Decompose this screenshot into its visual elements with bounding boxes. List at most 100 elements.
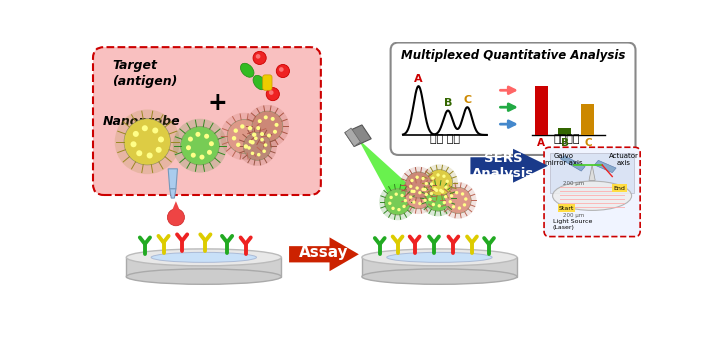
Circle shape	[400, 177, 437, 214]
Circle shape	[419, 180, 456, 216]
Circle shape	[234, 128, 238, 133]
Bar	[362, 258, 517, 277]
Circle shape	[244, 144, 248, 149]
Circle shape	[452, 205, 455, 208]
Ellipse shape	[362, 249, 517, 266]
Circle shape	[158, 136, 164, 142]
Text: 검출 신호: 검출 신호	[430, 134, 460, 144]
Circle shape	[248, 126, 252, 130]
Circle shape	[416, 186, 419, 190]
Circle shape	[173, 119, 227, 173]
Text: End: End	[614, 185, 625, 191]
Circle shape	[436, 173, 440, 177]
Circle shape	[264, 143, 267, 147]
Circle shape	[458, 206, 461, 210]
Text: Assay: Assay	[299, 245, 349, 260]
Circle shape	[440, 182, 476, 219]
Circle shape	[421, 188, 425, 191]
Circle shape	[431, 176, 435, 180]
Circle shape	[463, 203, 466, 207]
Circle shape	[424, 188, 426, 191]
Circle shape	[142, 125, 148, 131]
Circle shape	[430, 182, 434, 186]
Circle shape	[252, 133, 257, 137]
Circle shape	[443, 201, 446, 204]
Circle shape	[438, 204, 441, 207]
Circle shape	[446, 180, 449, 183]
Text: Galvo
mirror axis: Galvo mirror axis	[545, 153, 583, 166]
Circle shape	[266, 88, 279, 101]
Circle shape	[237, 127, 277, 166]
Circle shape	[153, 127, 158, 134]
Circle shape	[136, 150, 143, 156]
Polygon shape	[560, 156, 585, 171]
Circle shape	[418, 202, 421, 205]
Circle shape	[464, 197, 468, 201]
Polygon shape	[289, 237, 359, 271]
Circle shape	[269, 90, 274, 95]
FancyBboxPatch shape	[93, 47, 321, 195]
Circle shape	[410, 190, 414, 193]
Circle shape	[439, 189, 443, 192]
Circle shape	[455, 191, 458, 194]
Circle shape	[220, 113, 268, 160]
Polygon shape	[471, 149, 548, 183]
Circle shape	[402, 205, 406, 208]
Circle shape	[207, 150, 212, 155]
Circle shape	[379, 184, 416, 220]
Circle shape	[416, 175, 419, 179]
Ellipse shape	[253, 76, 266, 90]
Circle shape	[444, 195, 447, 198]
Text: 200 μm: 200 μm	[563, 181, 585, 186]
Circle shape	[429, 198, 432, 201]
Circle shape	[209, 141, 214, 146]
Circle shape	[247, 146, 251, 150]
Circle shape	[252, 111, 283, 142]
Circle shape	[391, 207, 395, 210]
Circle shape	[200, 155, 205, 160]
Circle shape	[389, 196, 393, 199]
Polygon shape	[595, 160, 616, 173]
Circle shape	[424, 182, 428, 185]
Circle shape	[236, 143, 240, 147]
Circle shape	[397, 208, 401, 211]
Circle shape	[260, 132, 264, 136]
Circle shape	[240, 124, 245, 129]
Circle shape	[388, 201, 391, 205]
Circle shape	[195, 132, 200, 137]
Text: SERS
Analysis: SERS Analysis	[472, 152, 534, 180]
FancyBboxPatch shape	[262, 75, 272, 90]
Circle shape	[243, 133, 271, 160]
Circle shape	[409, 196, 412, 199]
Text: Multiplexed Quantitative Analysis: Multiplexed Quantitative Analysis	[401, 49, 625, 62]
Polygon shape	[345, 128, 360, 147]
Circle shape	[279, 67, 284, 72]
Circle shape	[204, 134, 209, 139]
Circle shape	[405, 172, 431, 198]
Circle shape	[435, 189, 438, 192]
Ellipse shape	[362, 269, 517, 284]
Circle shape	[246, 105, 289, 148]
Circle shape	[250, 140, 255, 144]
Circle shape	[450, 194, 453, 198]
Text: C: C	[584, 138, 592, 148]
Ellipse shape	[240, 63, 254, 77]
Circle shape	[168, 209, 185, 226]
Circle shape	[461, 192, 464, 196]
Circle shape	[421, 164, 458, 201]
Circle shape	[394, 192, 398, 196]
Polygon shape	[358, 139, 421, 196]
Circle shape	[425, 185, 451, 211]
Bar	[581, 104, 595, 135]
Circle shape	[249, 140, 252, 143]
Ellipse shape	[126, 249, 282, 266]
Bar	[126, 258, 282, 277]
Text: A: A	[414, 74, 423, 84]
Circle shape	[262, 149, 266, 153]
Text: Target
(antigen): Target (antigen)	[113, 60, 178, 88]
Circle shape	[133, 131, 139, 137]
Text: Nanoprobe: Nanoprobe	[103, 115, 180, 128]
Text: Start: Start	[559, 206, 574, 211]
Bar	[535, 86, 548, 135]
Circle shape	[384, 189, 411, 215]
